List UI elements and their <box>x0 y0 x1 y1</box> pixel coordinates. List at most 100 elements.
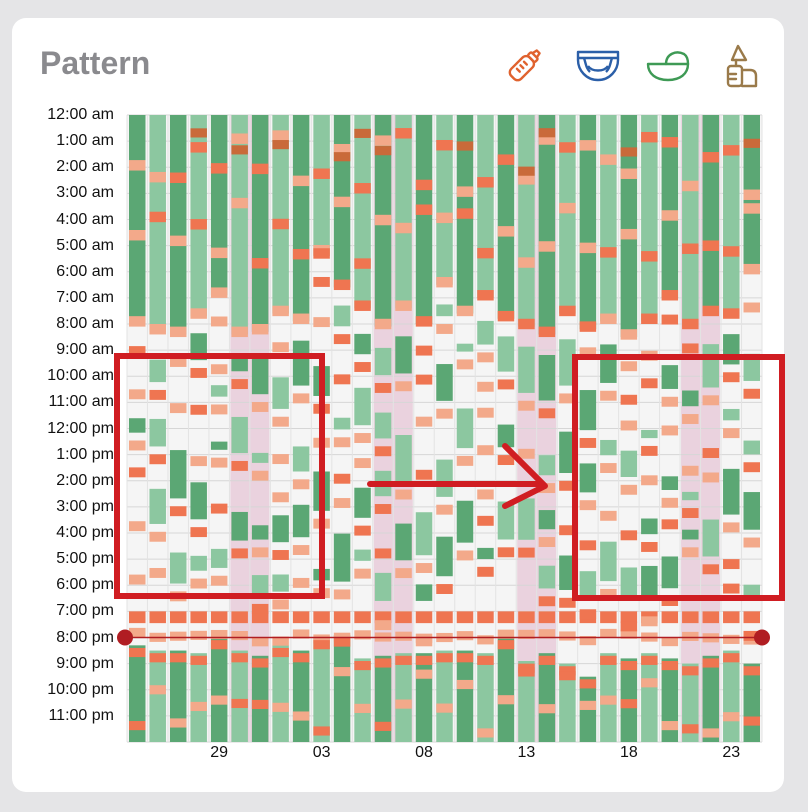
feed-mark <box>149 567 166 578</box>
bassinet-icon[interactable] <box>644 42 692 90</box>
breast-pump-icon[interactable] <box>716 42 764 90</box>
feed-mark <box>415 204 433 215</box>
sleep-bar <box>354 658 371 742</box>
nap-bar <box>333 305 351 327</box>
sleep-bar <box>600 115 617 322</box>
nap-bar <box>497 336 515 372</box>
feed-mark <box>149 685 166 695</box>
feed-mark <box>477 515 494 526</box>
y-tick-label: 10:00 pm <box>47 680 114 698</box>
feed-mark <box>620 394 638 405</box>
feed-mark <box>169 611 187 624</box>
feed-mark <box>477 290 494 301</box>
sleep-bar <box>497 115 515 319</box>
feed-mark <box>313 248 330 259</box>
nap-bar <box>169 552 187 584</box>
feed-mark <box>231 653 248 663</box>
bottle-icon[interactable] <box>500 42 548 90</box>
feed-mark <box>743 630 760 641</box>
feed-mark <box>497 695 515 705</box>
sleep-bar <box>395 115 412 309</box>
reference-line-handle-left <box>117 629 133 646</box>
feed-mark <box>723 653 740 663</box>
feed-mark <box>559 142 576 153</box>
feed-mark <box>272 611 289 624</box>
feed-mark <box>251 547 269 558</box>
annotation-arrow-head <box>502 443 548 509</box>
feed-mark <box>374 318 392 330</box>
y-tick-label: 11:00 am <box>48 393 114 411</box>
feed-mark <box>620 329 638 340</box>
sleep-bar <box>292 650 310 742</box>
nap-bar <box>354 387 371 426</box>
feed-mark <box>292 711 310 721</box>
feed-mark <box>723 634 740 644</box>
diaper-icon[interactable] <box>574 42 622 90</box>
feed-mark <box>497 154 515 165</box>
feed-mark <box>682 631 699 641</box>
y-tick-label: 9:00 pm <box>56 654 114 672</box>
feed-mark <box>477 177 494 188</box>
nap-bar <box>477 320 494 345</box>
feed-mark <box>620 147 638 157</box>
feed-mark <box>682 611 699 624</box>
sleep-bar <box>477 115 494 298</box>
feed-mark <box>374 146 392 156</box>
feed-mark <box>292 629 310 639</box>
feed-mark <box>661 314 679 325</box>
feed-mark <box>682 547 699 558</box>
nap-bar <box>354 333 371 355</box>
feed-mark <box>395 489 412 500</box>
feed-mark <box>518 448 535 459</box>
feed-mark <box>600 655 617 665</box>
feed-mark <box>272 130 289 141</box>
sleep-bar <box>702 655 720 742</box>
feed-mark <box>559 202 576 214</box>
feed-mark <box>169 326 187 338</box>
feed-mark <box>579 437 597 448</box>
feed-mark <box>723 145 740 156</box>
feed-mark <box>600 390 617 401</box>
sleep-bar <box>538 115 556 335</box>
feed-mark <box>210 629 228 640</box>
feed-mark <box>231 197 248 209</box>
sleep-bar <box>272 115 289 314</box>
sleep-bar <box>559 115 576 314</box>
feed-mark <box>477 611 494 624</box>
feed-mark <box>436 408 453 419</box>
feed-mark <box>477 407 494 418</box>
feed-mark <box>723 308 740 319</box>
feed-mark <box>149 531 166 542</box>
feed-mark <box>456 359 474 370</box>
feed-mark <box>436 611 453 624</box>
feed-mark <box>579 242 597 254</box>
sleep-bar <box>190 115 207 317</box>
nap-bar <box>210 548 228 568</box>
nap-bar <box>374 347 392 376</box>
feed-mark <box>702 240 720 251</box>
sleep-bar <box>190 653 207 742</box>
feed-mark <box>477 635 494 645</box>
feed-mark <box>190 128 207 138</box>
feed-mark <box>354 128 371 138</box>
feed-mark <box>456 141 474 151</box>
feed-mark <box>129 611 146 624</box>
feed-mark <box>190 404 207 415</box>
feed-mark <box>333 437 351 448</box>
feed-mark <box>661 611 679 624</box>
reference-line-handle-right <box>754 629 770 646</box>
feed-mark <box>190 367 207 378</box>
feed-mark <box>723 712 740 722</box>
feed-mark <box>641 678 658 688</box>
sleep-bar <box>169 650 187 742</box>
feed-mark <box>661 596 679 606</box>
nap-bar <box>620 567 638 601</box>
nap-bar <box>395 336 412 374</box>
feed-mark <box>169 718 187 728</box>
sleep-bar <box>210 637 228 742</box>
feed-mark <box>600 611 617 624</box>
feed-mark <box>251 699 269 710</box>
nap-bar <box>641 565 658 601</box>
sleep-bar <box>354 115 371 309</box>
feed-mark <box>518 166 535 176</box>
